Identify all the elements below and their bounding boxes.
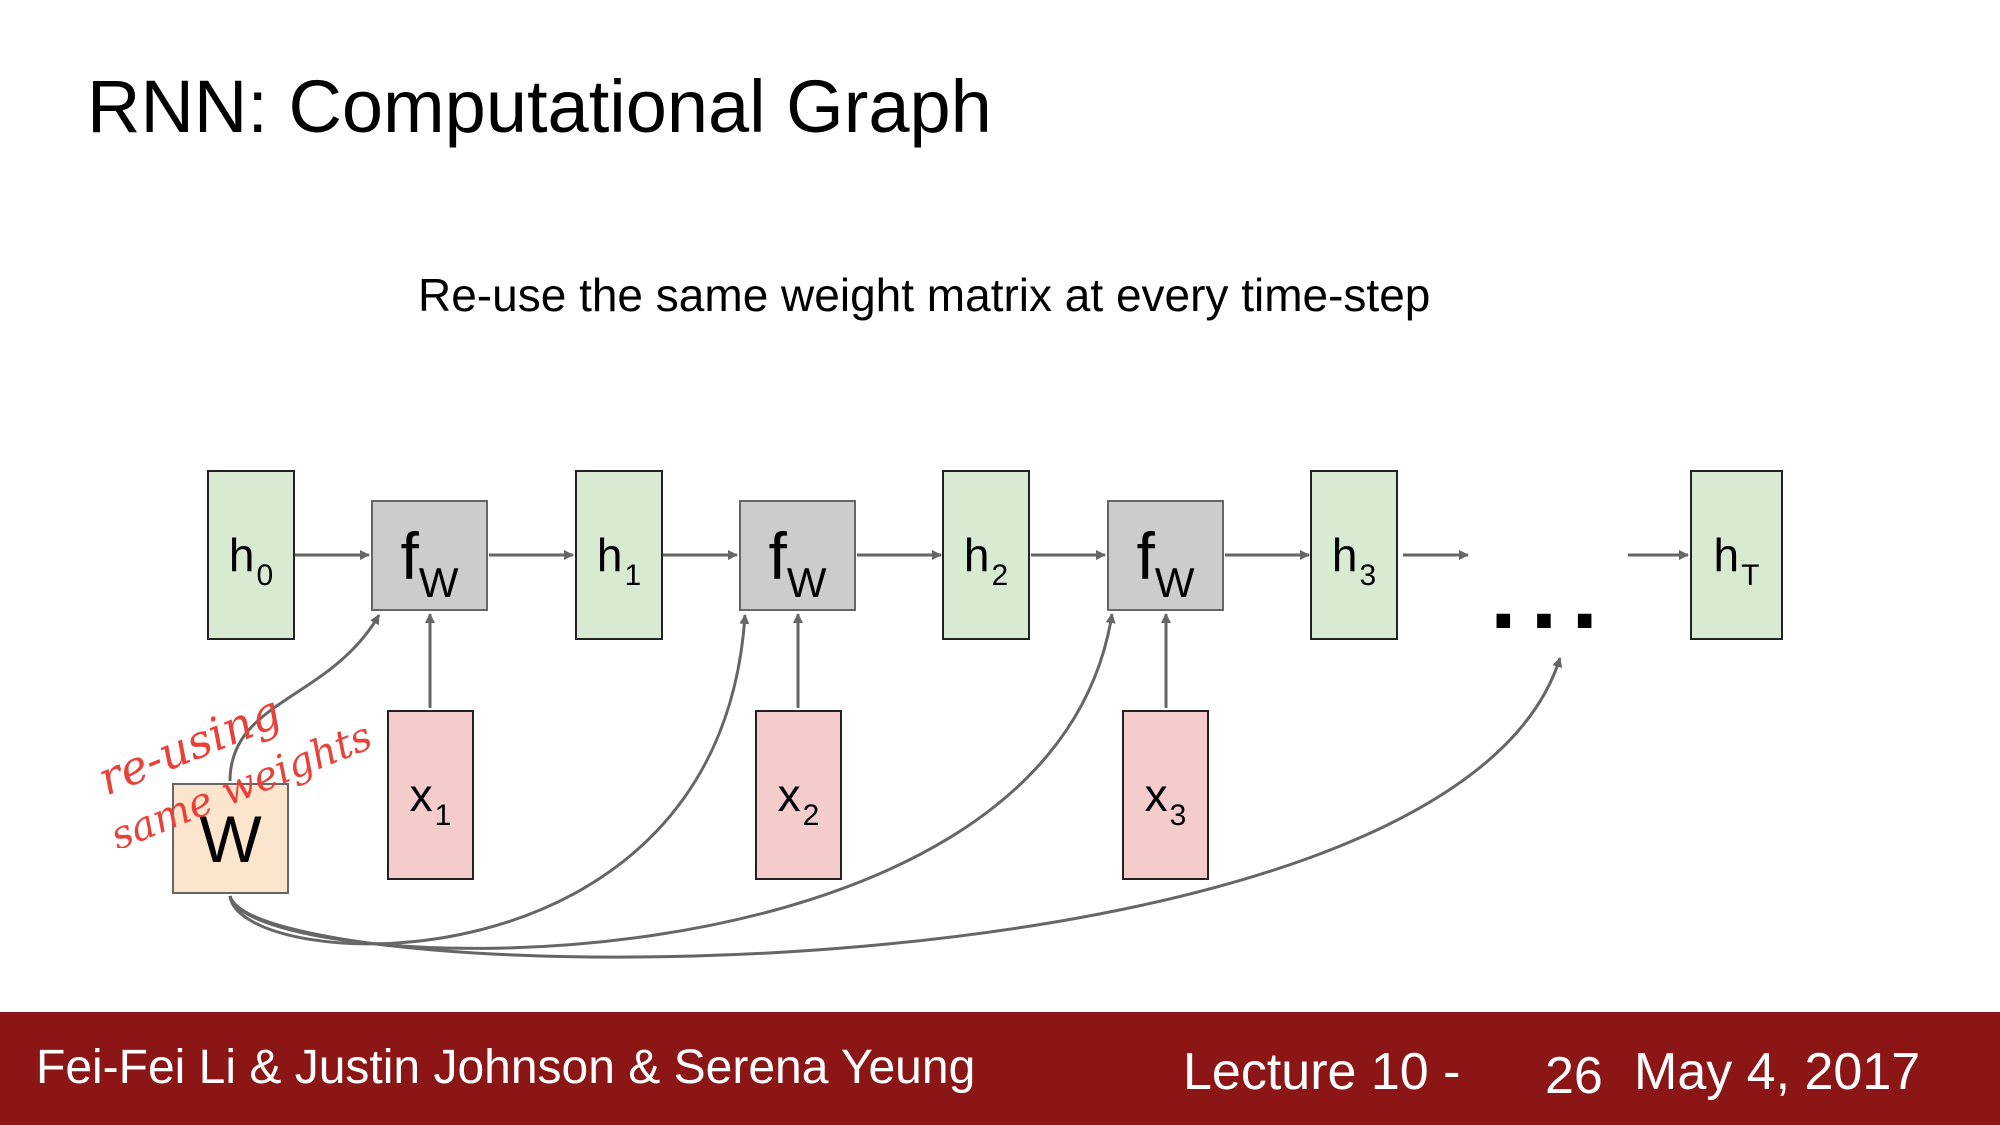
x1-subscript: 1 — [434, 799, 452, 832]
slide-title: RNN: Computational Graph — [87, 65, 992, 148]
f1-subscript: W — [418, 558, 459, 606]
handwritten-annotation: re-using same weights — [90, 684, 378, 848]
weight-matrix-w: W — [172, 783, 289, 894]
x2-label: x — [777, 769, 801, 821]
footer-page-number: 26 — [1545, 1047, 1603, 1105]
footer-lecture: Lecture 10 - — [1183, 1043, 1461, 1101]
footer-authors: Fei-Fei Li & Justin Johnson & Serena Yeu… — [36, 1041, 976, 1094]
hT-label: h — [1713, 529, 1740, 581]
footer-bar: Fei-Fei Li & Justin Johnson & Serena Yeu… — [0, 1012, 2000, 1125]
weight-label: W — [199, 801, 262, 876]
ellipsis: ... — [1490, 542, 1613, 649]
x3-subscript: 3 — [1169, 799, 1187, 832]
h2-subscript: 2 — [991, 559, 1009, 592]
slide-subtitle: Re-use the same weight matrix at every t… — [418, 269, 1431, 321]
h0-subscript: 0 — [256, 559, 274, 592]
h2-label: h — [963, 529, 990, 581]
x3-label: x — [1144, 769, 1168, 821]
h0-label: h — [228, 529, 255, 581]
h1-subscript: 1 — [624, 559, 642, 592]
f1-label: f — [400, 518, 419, 593]
f2-subscript: W — [786, 558, 827, 606]
f2-label: f — [768, 518, 787, 593]
arrow-w-next — [228, 657, 1563, 959]
x2-subscript: 2 — [802, 799, 820, 832]
arrow-w-f2 — [228, 614, 750, 946]
h3-subscript: 3 — [1359, 559, 1377, 592]
arrow-w-f1 — [228, 614, 381, 782]
f3-subscript: W — [1154, 558, 1195, 606]
hT-subscript: T — [1741, 559, 1760, 592]
x1-label: x — [409, 769, 433, 821]
h3-label: h — [1331, 529, 1358, 581]
h1-label: h — [596, 529, 623, 581]
f3-label: f — [1136, 518, 1155, 593]
footer-date: May 4, 2017 — [1634, 1043, 1921, 1101]
